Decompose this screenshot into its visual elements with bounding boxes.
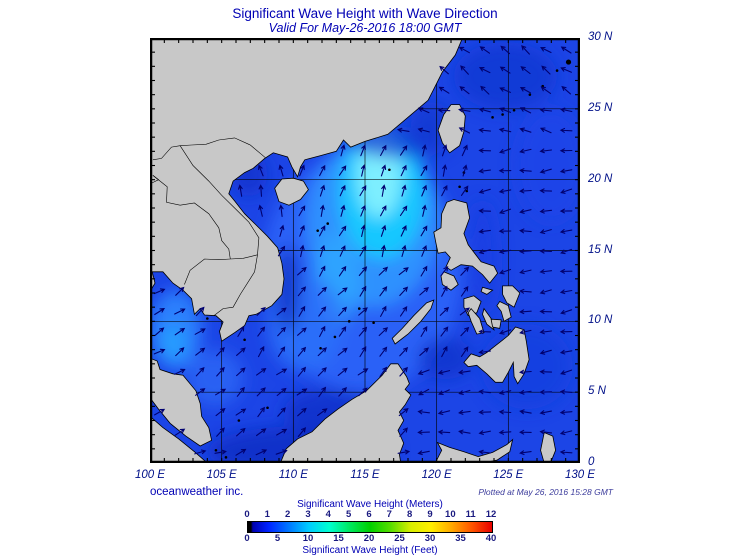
lat-tick-label: 5 N xyxy=(588,385,606,398)
map-frame xyxy=(150,38,580,463)
meters-tick-value: 1 xyxy=(264,509,270,520)
feet-tick-value: 30 xyxy=(424,533,436,544)
meters-tick-value: 11 xyxy=(465,509,476,520)
lat-tick-label: 15 N xyxy=(588,243,613,256)
meters-tick-value: 10 xyxy=(445,509,456,520)
lon-tick-label: 130 E xyxy=(564,469,596,481)
colorbar-gradient xyxy=(247,521,493,533)
lat-tick-label: 25 N xyxy=(588,101,613,114)
feet-tick-value: 40 xyxy=(485,533,497,544)
meters-tick-value: 9 xyxy=(427,509,433,520)
legend-feet-ticks: 0 5 10 15 20 25 30 35 40 xyxy=(244,533,496,544)
meters-tick-value: 3 xyxy=(305,509,311,520)
page-title: Significant Wave Height with Wave Direct… xyxy=(232,6,498,21)
lat-tick-label: 30 N xyxy=(588,31,613,43)
credit-text: oceanweather inc. xyxy=(150,486,244,498)
lon-tick-label: 105 E xyxy=(206,469,237,481)
legend-feet-label: Significant Wave Height (Feet) xyxy=(302,545,438,556)
feet-tick-value: 0 xyxy=(244,533,250,544)
lat-tick-label: 10 N xyxy=(588,314,613,327)
feet-tick-value: 25 xyxy=(394,533,405,544)
meters-tick-value: 2 xyxy=(285,509,291,520)
legend-meters-ticks: 0 1 2 3 4 5 6 7 8 9 10 11 12 xyxy=(244,509,496,520)
feet-tick-value: 10 xyxy=(302,533,314,544)
lat-tick-label: 20 N xyxy=(588,172,613,185)
legend-meters-label: Significant Wave Height (Meters) xyxy=(297,499,443,510)
map-canvas xyxy=(150,38,580,463)
feet-tick-value: 20 xyxy=(363,533,375,544)
meters-tick-value: 5 xyxy=(346,509,352,520)
meters-tick-value: 12 xyxy=(485,509,497,520)
lon-tick-label: 115 E xyxy=(350,469,380,481)
feet-tick-value: 5 xyxy=(274,533,281,544)
lat-tick-label: 0 xyxy=(588,456,595,468)
meters-tick-value: 8 xyxy=(407,509,413,520)
meters-tick-value: 6 xyxy=(366,509,372,520)
meters-tick-value: 0 xyxy=(244,509,250,520)
feet-tick-value: 15 xyxy=(333,533,344,544)
meters-tick-value: 4 xyxy=(325,509,331,520)
lon-tick-label: 120 E xyxy=(421,469,452,481)
meters-tick-value: 7 xyxy=(386,509,392,520)
plotted-timestamp: Plotted at May 26, 2016 15:28 GMT xyxy=(478,487,613,497)
feet-tick-value: 35 xyxy=(455,533,466,544)
valid-time-subtitle: Valid For May-26-2016 18:00 GMT xyxy=(268,21,462,35)
lon-tick-label: 110 E xyxy=(278,469,308,481)
lon-tick-label: 125 E xyxy=(493,469,524,481)
lon-tick-label: 100 E xyxy=(134,469,166,481)
